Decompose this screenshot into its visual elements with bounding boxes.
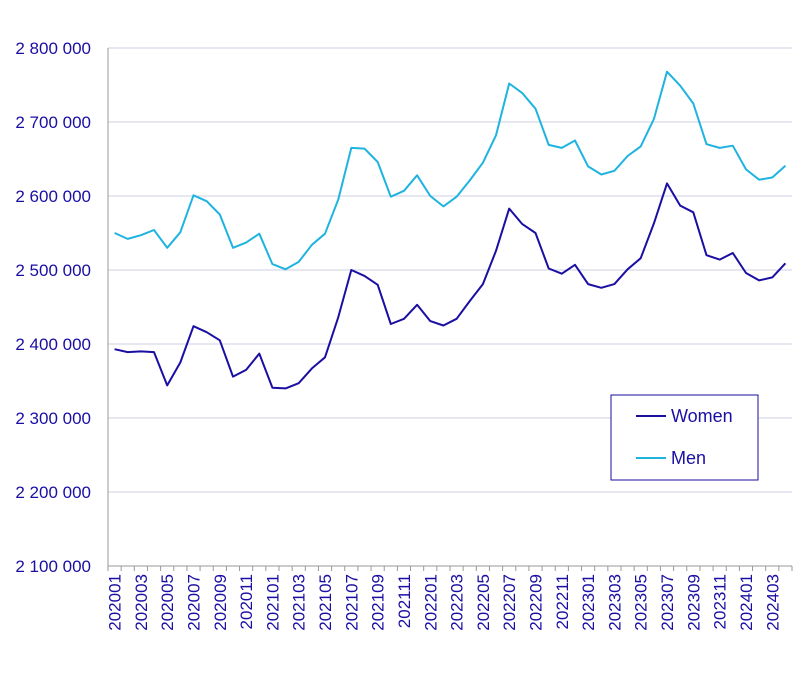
axes (107, 48, 792, 567)
x-axis-ticks: 202001 202003 202005 202007 202009 202011 2021… (106, 566, 793, 631)
x-tick-label: 202201 (421, 574, 440, 631)
y-tick-label: 2 400 000 (15, 335, 91, 354)
y-tick-label: 2 800 000 (15, 39, 91, 58)
y-tick-label: 2 300 000 (15, 409, 91, 428)
x-tick-label: 202003 (132, 574, 151, 631)
x-tick-label: 202403 (763, 574, 782, 631)
x-tick-label: 202307 (658, 574, 677, 631)
x-tick-label: 202005 (158, 574, 177, 631)
y-tick-label: 2 700 000 (15, 113, 91, 132)
legend-label-men: Men (671, 448, 706, 468)
y-axis-tick-labels: 2 100 000 2 200 000 2 300 000 2 400 000 2 50… (15, 39, 91, 576)
x-tick-label: 202309 (684, 574, 703, 631)
y-tick-label: 2 100 000 (15, 557, 91, 576)
x-tick-label: 202401 (737, 574, 756, 631)
legend: Women Men (610, 394, 759, 481)
y-tick-label: 2 500 000 (15, 261, 91, 280)
x-tick-label: 202305 (632, 574, 651, 631)
x-tick-label: 202109 (369, 574, 388, 631)
x-tick-label: 202211 (553, 574, 572, 629)
x-tick-label: 202007 (185, 574, 204, 631)
x-tick-label: 202101 (263, 574, 282, 631)
x-tick-label: 202209 (527, 574, 546, 631)
x-tick-label: 202207 (500, 574, 519, 631)
y-tick-label: 2 600 000 (15, 187, 91, 206)
x-tick-label: 202205 (474, 574, 493, 631)
x-tick-label: 202107 (342, 574, 361, 631)
legend-label-women: Women (671, 406, 733, 426)
y-tick-label: 2 200 000 (15, 483, 91, 502)
legend-box (610, 394, 759, 481)
x-tick-label: 202303 (605, 574, 624, 631)
x-tick-label: 202011 (237, 574, 256, 629)
series-line-women (114, 182, 787, 390)
x-tick-label: 202111 (395, 574, 414, 628)
x-tick-label: 202301 (579, 574, 598, 631)
x-tick-label: 202103 (290, 574, 309, 631)
x-tick-label: 202203 (448, 574, 467, 631)
x-tick-label: 202105 (316, 574, 335, 631)
series-line-men (114, 70, 787, 271)
series-lines (114, 70, 787, 390)
x-tick-label: 202311 (711, 574, 730, 629)
x-tick-label: 202009 (211, 574, 230, 631)
x-tick-label: 202001 (106, 574, 125, 631)
